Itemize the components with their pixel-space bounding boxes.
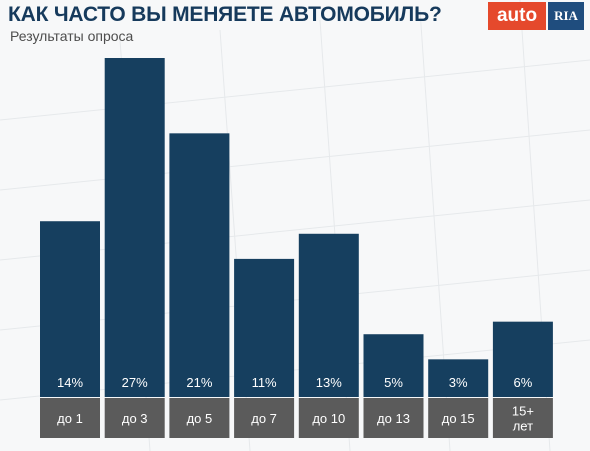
category-label-box: [40, 398, 100, 438]
bar-value-label: 6%: [514, 375, 533, 390]
category-label-box: [428, 398, 489, 438]
bar-value-label: 21%: [186, 375, 212, 390]
bar-value-label: 5%: [384, 375, 403, 390]
bar-value-label: 11%: [252, 375, 277, 390]
bar: [104, 58, 165, 397]
logo-auto-part: auto: [488, 2, 546, 30]
category-label-box: [492, 398, 553, 438]
bar: [363, 334, 424, 397]
bar-value-label: 27%: [122, 375, 148, 390]
category-label: до 10: [312, 411, 345, 426]
category-label: до 1: [57, 411, 83, 426]
category-label-box: [234, 398, 295, 438]
chart-subtitle: Результаты опроса: [10, 28, 134, 44]
category-label-box: [104, 398, 165, 438]
bar: [428, 359, 489, 397]
bar: [234, 258, 295, 397]
bar: [40, 221, 100, 397]
category-label: лет: [513, 419, 533, 434]
bar: [169, 133, 230, 398]
category-label: до 15: [442, 411, 475, 426]
category-label: до 7: [251, 411, 277, 426]
category-label-box: [169, 398, 230, 438]
bar-value-label: 14%: [57, 375, 83, 390]
category-label: до 3: [122, 411, 148, 426]
category-label-box: [298, 398, 359, 438]
category-label: 15+: [512, 404, 534, 419]
bar: [298, 233, 359, 397]
category-label-box: [363, 398, 424, 438]
category-label: до 5: [187, 411, 213, 426]
category-label: до 13: [377, 411, 410, 426]
chart-title: КАК ЧАСТО ВЫ МЕНЯЕТЕ АВТОМОБИЛЬ?: [8, 3, 442, 26]
logo-ria-part: RIA: [548, 2, 584, 30]
bar: [492, 321, 553, 397]
auto-ria-logo: auto RIA: [488, 2, 584, 30]
bar-value-label: 3%: [449, 375, 468, 390]
bar-value-label: 13%: [316, 375, 342, 390]
